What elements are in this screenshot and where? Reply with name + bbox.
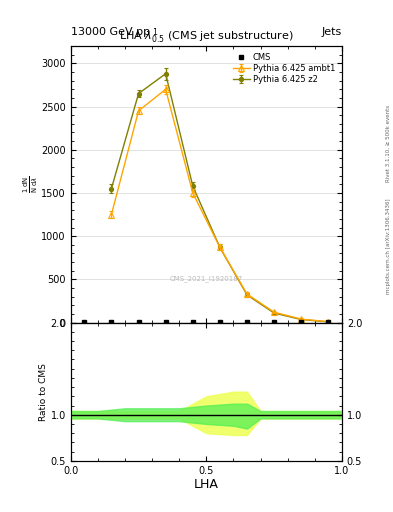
Y-axis label: $\frac{1}{\mathrm{N}} \frac{\mathrm{d}\mathrm{N}}{\mathrm{d}\lambda}$: $\frac{1}{\mathrm{N}} \frac{\mathrm{d}\m… — [22, 176, 40, 193]
Text: Jets: Jets — [321, 27, 342, 37]
Y-axis label: Ratio to CMS: Ratio to CMS — [39, 362, 48, 421]
Text: mcplots.cern.ch [arXiv:1306.3436]: mcplots.cern.ch [arXiv:1306.3436] — [386, 198, 391, 293]
Text: Rivet 3.1.10, ≥ 500k events: Rivet 3.1.10, ≥ 500k events — [386, 105, 391, 182]
Legend: CMS, Pythia 6.425 ambt1, Pythia 6.425 z2: CMS, Pythia 6.425 ambt1, Pythia 6.425 z2 — [230, 50, 338, 87]
Text: CMS_2021_I1920187: CMS_2021_I1920187 — [170, 275, 243, 282]
X-axis label: LHA: LHA — [194, 478, 219, 492]
Title: LHA $\lambda^{1}_{0.5}$ (CMS jet substructure): LHA $\lambda^{1}_{0.5}$ (CMS jet substru… — [119, 27, 294, 46]
Text: 13000 GeV pp: 13000 GeV pp — [71, 27, 150, 37]
